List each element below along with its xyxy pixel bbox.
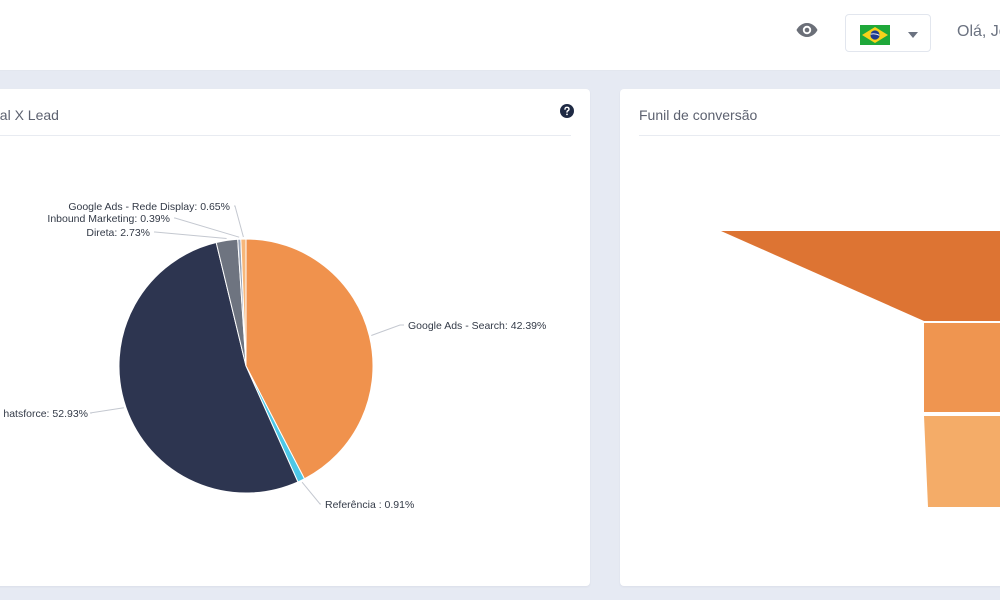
lead-source-pie-chart: Google Ads - Search: 42.39% Referência : …: [3, 201, 546, 511]
card-divider: [0, 135, 571, 136]
funnel-stage[interactable]: [924, 416, 1000, 507]
pie-slice[interactable]: [240, 238, 247, 367]
eye-icon[interactable]: [795, 21, 819, 39]
lead-source-card: nal X Lead Google Ads - Search: 42.39% Re…: [0, 89, 590, 586]
pie-slice[interactable]: [245, 238, 374, 480]
user-greeting[interactable]: Olá, Jo: [957, 23, 1000, 40]
pie-leader-line: [234, 205, 244, 238]
pie-leader-line: [174, 217, 240, 238]
pie-slice-label: Referência : 0.91%: [325, 499, 414, 511]
funnel-stage[interactable]: [924, 323, 1000, 412]
language-selector[interactable]: [845, 14, 931, 52]
pie-slice-label: Google Ads - Rede Display: 0.65%: [68, 201, 230, 213]
caret-down-icon: [908, 32, 918, 38]
pie-leader-line: [89, 407, 124, 414]
pie-leader-line: [371, 324, 404, 336]
funnel-stage[interactable]: [721, 231, 1000, 321]
card-title: Funil de conversão: [639, 107, 758, 123]
pie-slice[interactable]: [118, 241, 299, 494]
top-bar: Olá, Jo: [0, 0, 1000, 71]
card-divider: [639, 135, 1000, 136]
pie-slice-label: Inbound Marketing: 0.39%: [47, 213, 170, 225]
question-circle-icon[interactable]: [560, 104, 574, 118]
pie-slice-label: Direta: 2.73%: [86, 227, 150, 239]
pie-leader-line: [154, 231, 227, 239]
conversion-funnel-chart: [721, 231, 1000, 507]
pie-slice-label: Google Ads - Search: 42.39%: [408, 320, 546, 332]
card-title: nal X Lead: [0, 107, 59, 123]
pie-leader-line: [301, 481, 321, 505]
brazil-flag-icon: [860, 25, 890, 45]
pie-slice-label: hatsforce: 52.93%: [3, 408, 88, 420]
conversion-funnel-card: Funil de conversão: [620, 89, 1000, 586]
